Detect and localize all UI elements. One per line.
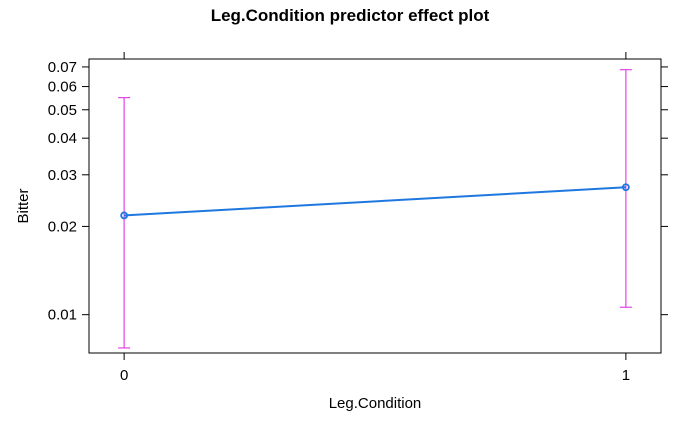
- y-tick-label: 0.03: [48, 167, 77, 184]
- plot-area: 0.01 0.02 0.03 0.04 0.05 0.06 0.07 0 1: [48, 52, 668, 384]
- y-axis-label: Bitter: [15, 188, 32, 223]
- y-tick-label: 0.01: [48, 307, 77, 324]
- x-axis-label: Leg.Condition: [329, 395, 422, 412]
- x-tick-label: 1: [622, 367, 630, 384]
- data-point: [120, 211, 129, 220]
- y-tick-label: 0.06: [48, 79, 77, 96]
- x-tick-label: 0: [120, 367, 128, 384]
- plot-frame: [88, 58, 662, 354]
- series-line: [124, 186, 626, 217]
- y-tick-label: 0.07: [48, 59, 77, 76]
- data-point: [621, 183, 630, 192]
- y-tick-label: 0.05: [48, 102, 77, 119]
- y-tick-label: 0.04: [48, 130, 77, 147]
- y-tick-label: 0.02: [48, 218, 77, 235]
- chart-title: Leg.Condition predictor effect plot: [211, 6, 490, 25]
